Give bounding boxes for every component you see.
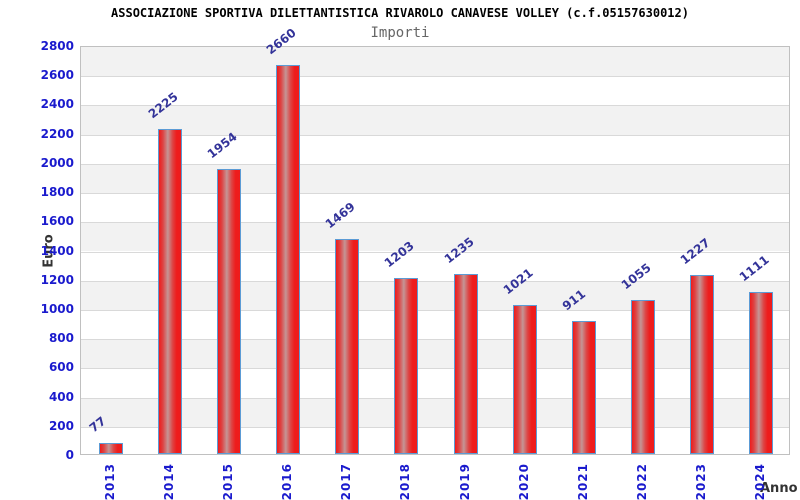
- y-axis-tick-label: 400: [48, 389, 74, 404]
- bar-2013: [98, 442, 123, 454]
- bar-2020: [512, 304, 537, 454]
- bar-2023: [690, 274, 715, 454]
- y-axis-tick-label: 200: [48, 418, 74, 433]
- bar-2017: [335, 239, 360, 454]
- chart-subtitle: Importi: [370, 25, 430, 41]
- y-axis-tick-label: 1600: [40, 214, 74, 229]
- grid-band: [81, 339, 789, 369]
- gridline: [81, 251, 789, 253]
- y-axis-tick-label: 2800: [40, 39, 74, 53]
- gridline: [81, 368, 789, 370]
- gridline: [81, 222, 789, 224]
- grid-band: [81, 105, 789, 135]
- y-axis-tick-label: 0: [65, 448, 74, 462]
- bar-2015: [216, 168, 241, 454]
- gridline: [81, 309, 789, 311]
- y-axis-tick-label: 2000: [40, 155, 74, 170]
- grid-band: [81, 163, 789, 194]
- grid-band: [81, 397, 789, 427]
- gridline: [81, 105, 789, 107]
- x-axis-tick-label: 2022: [635, 463, 650, 500]
- bar-2022: [631, 299, 656, 454]
- gridline: [81, 280, 789, 282]
- bar-2021: [571, 320, 596, 454]
- grid-band: [81, 135, 789, 164]
- x-axis-tick-label: 2017: [339, 463, 354, 500]
- gridline: [81, 193, 789, 195]
- x-axis-tick-label: 2013: [102, 463, 117, 500]
- bar-2019: [453, 273, 478, 454]
- y-axis-tick-label: 2600: [40, 68, 74, 83]
- grid-band: [81, 222, 789, 252]
- y-axis-tick-label: 1400: [40, 243, 74, 258]
- gridline: [81, 76, 789, 78]
- y-axis-tick-label: 2400: [40, 97, 74, 112]
- x-axis-title: Anno: [760, 481, 798, 496]
- plot-area: [80, 46, 790, 455]
- grid-band: [81, 310, 789, 339]
- bar-2024: [749, 291, 774, 454]
- x-axis-tick-label: 2021: [575, 463, 590, 500]
- x-axis-tick-label: 2015: [220, 463, 235, 500]
- x-axis-tick-label: 2019: [457, 463, 472, 500]
- y-axis-tick-label: 800: [48, 331, 74, 346]
- x-axis-tick-label: 2020: [516, 463, 531, 500]
- y-axis-tick-label: 1000: [40, 301, 74, 316]
- grid-band: [81, 280, 789, 310]
- grid-band: [81, 368, 789, 397]
- y-axis-tick-label: 2200: [40, 126, 74, 141]
- bar-2016: [276, 65, 301, 454]
- grid-band: [81, 427, 789, 456]
- gridline: [81, 163, 789, 165]
- x-axis-tick-label: 2014: [161, 463, 176, 500]
- x-axis-tick-label: 2023: [694, 463, 709, 500]
- y-axis-tick-label: 1200: [40, 272, 74, 287]
- y-axis-tick-label: 600: [48, 360, 74, 375]
- grid-band: [81, 76, 789, 105]
- gridline: [81, 397, 789, 399]
- grid-band: [81, 47, 789, 77]
- x-axis-tick-label: 2018: [398, 463, 413, 500]
- y-axis-tick-label: 1800: [40, 185, 74, 200]
- x-axis-tick-label: 2016: [280, 463, 295, 500]
- bar-2018: [394, 278, 419, 454]
- x-axis-tick-label: 2024: [753, 463, 768, 500]
- chart-title: ASSOCIAZIONE SPORTIVA DILETTANTISTICA RI…: [111, 6, 689, 20]
- grid-band: [81, 193, 789, 222]
- gridline: [81, 426, 789, 428]
- bar-2014: [157, 129, 182, 454]
- gridline: [81, 339, 789, 341]
- gridline: [81, 134, 789, 136]
